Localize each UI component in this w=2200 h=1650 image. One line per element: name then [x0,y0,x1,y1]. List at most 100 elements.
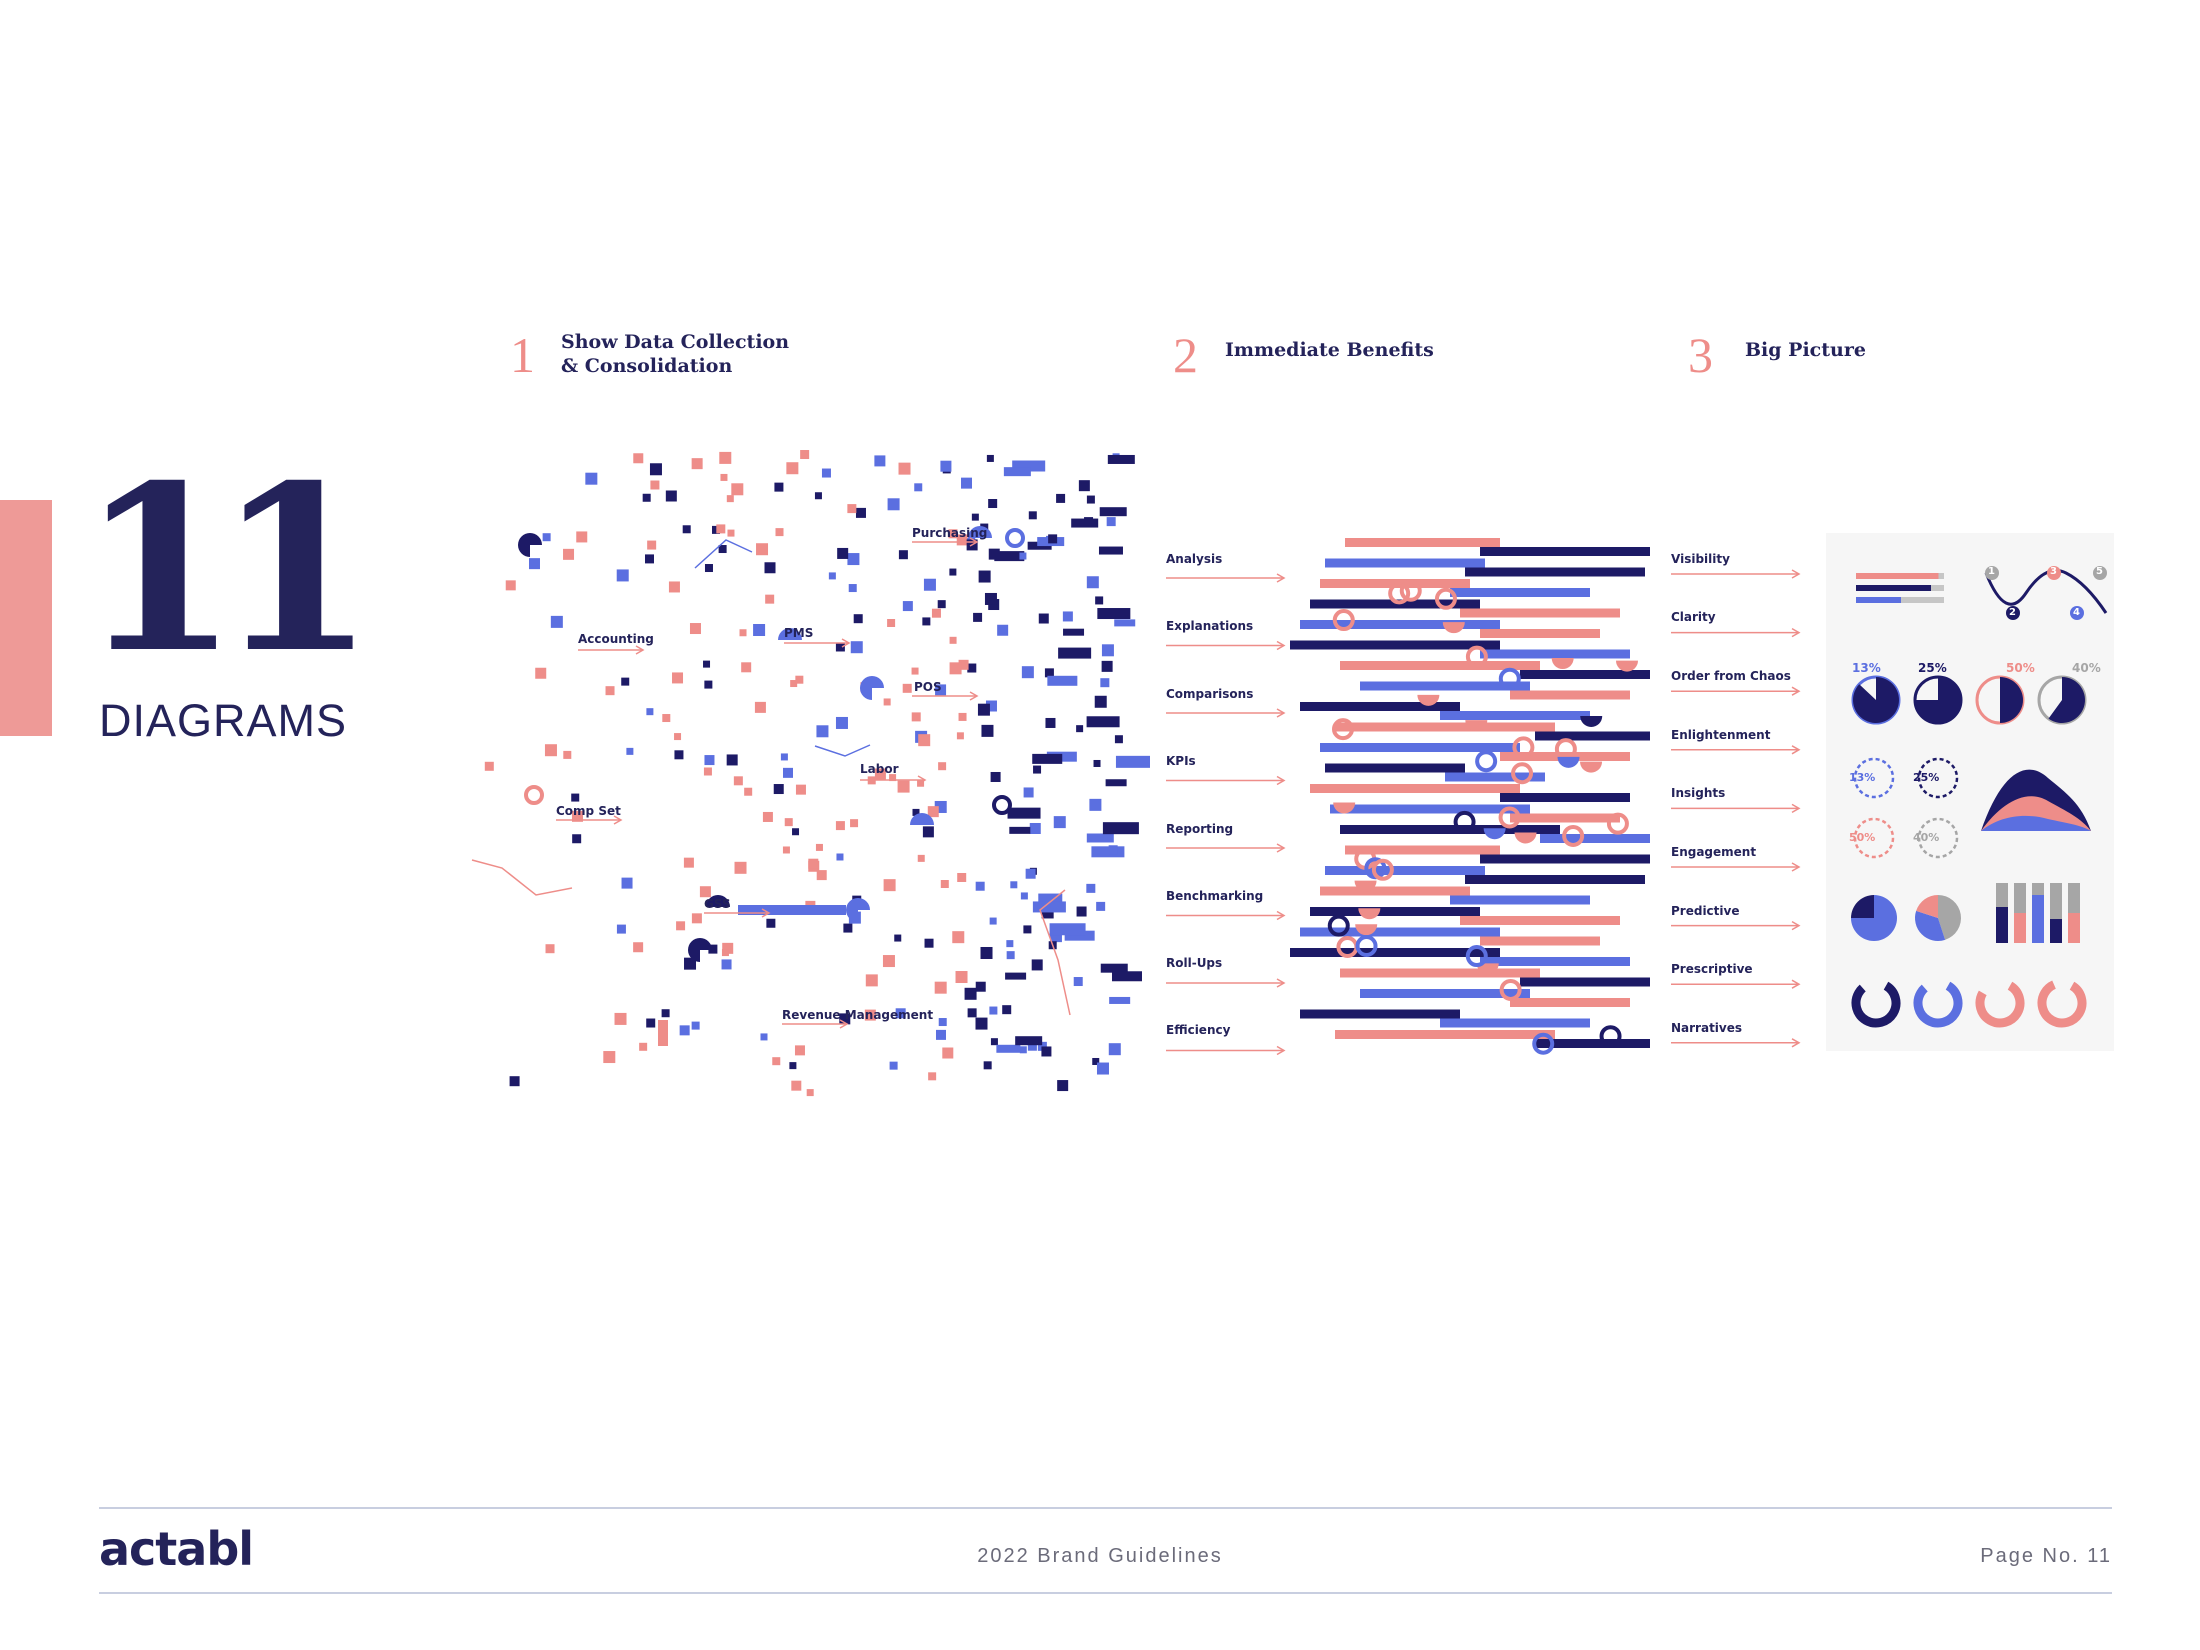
arrow-head [635,645,645,655]
data-square [704,680,713,689]
data-square [650,480,660,490]
data-square [928,1072,937,1081]
data-square [1095,596,1104,605]
pie-slice [1938,895,1961,940]
data-square [808,858,819,869]
data-square [790,680,798,688]
arrow-head [1791,686,1801,696]
data-square [766,918,776,928]
data-square [897,780,910,793]
data-square [1078,480,1090,492]
data-square [964,987,977,1000]
data-square [821,468,831,478]
benefit-bar [1335,1030,1555,1039]
benefit-bar [1520,977,1650,987]
arrow-head [1791,920,1801,931]
data-square [935,1029,946,1040]
benefit-bar [1465,875,1645,884]
data-square [1093,759,1101,767]
data-square [1053,816,1066,829]
data-square [782,767,793,778]
data-square [545,944,555,954]
arrow-head [1276,708,1286,718]
data-square [1076,906,1087,917]
pie-fill [1853,677,1899,723]
data-square [975,981,986,992]
data-square [1044,668,1054,678]
data-square [847,504,857,514]
data-square [952,931,965,944]
data-square [1086,716,1120,728]
footer-divider-top [99,1507,2112,1509]
ring-shape [524,785,544,805]
data-square [542,533,551,542]
data-square [816,725,829,738]
ring-shape [1332,609,1355,632]
progress-fill [1856,597,1901,603]
data-square [1106,517,1116,527]
half-circle [1557,756,1580,768]
data-square [633,942,644,953]
data-square [996,1044,1021,1053]
data-square [535,667,547,679]
data-square [1032,901,1066,913]
data-square [765,594,775,604]
timeline-marker [1985,566,1999,580]
data-square [961,477,973,489]
data-square [528,558,540,570]
data-square [850,819,859,828]
arrow-head [917,775,927,785]
data-square [661,1009,670,1018]
timeline-marker [2070,606,2084,620]
data-square [1071,518,1099,528]
data-square [1101,660,1113,672]
benefit-bar [1450,588,1590,597]
ring-1-percent: 13% [1849,771,1876,784]
benefit-bar [1290,948,1500,957]
data-square [836,853,844,861]
quarter-circle [688,938,712,962]
data-square [949,662,962,675]
data-square [1032,753,1063,764]
data-square [994,551,1025,562]
ring-shape [1332,718,1355,741]
benefit-bar [1325,558,1485,568]
data-square [855,507,866,518]
data-square [1086,833,1114,843]
data-square [975,881,985,891]
data-square [912,808,920,816]
data-square [1048,534,1058,544]
data-square [782,846,790,854]
data-square [1114,735,1123,744]
benefit-bar [1480,629,1600,638]
arrow-head [1276,843,1286,853]
data-square [988,499,998,509]
data-square [1029,822,1041,834]
data-square [563,548,575,560]
benefit-bar [1320,743,1520,752]
benefit-bar [1520,670,1650,679]
data-square [1099,507,1127,517]
data-square [889,774,897,782]
data-square [795,675,804,684]
data-square [922,826,934,838]
benefit-bar [1450,895,1590,905]
data-square [828,572,836,580]
half-circle [1354,880,1377,892]
data-square [739,629,747,637]
data-square [1096,1062,1109,1075]
data-square [616,924,626,934]
benefit-bar [1325,763,1465,773]
timeline-marker-4: 4 [2073,607,2080,618]
data-square [674,733,682,741]
data-square [682,525,691,534]
data-square [1073,977,1083,987]
data-square [1086,495,1095,504]
ring-shape [1562,824,1585,847]
benefit-bar [1320,886,1470,896]
data-square [848,584,857,593]
data-square [975,1017,988,1030]
arrow-head [1276,1045,1286,1056]
data-square [977,703,990,716]
data-square [550,615,563,628]
